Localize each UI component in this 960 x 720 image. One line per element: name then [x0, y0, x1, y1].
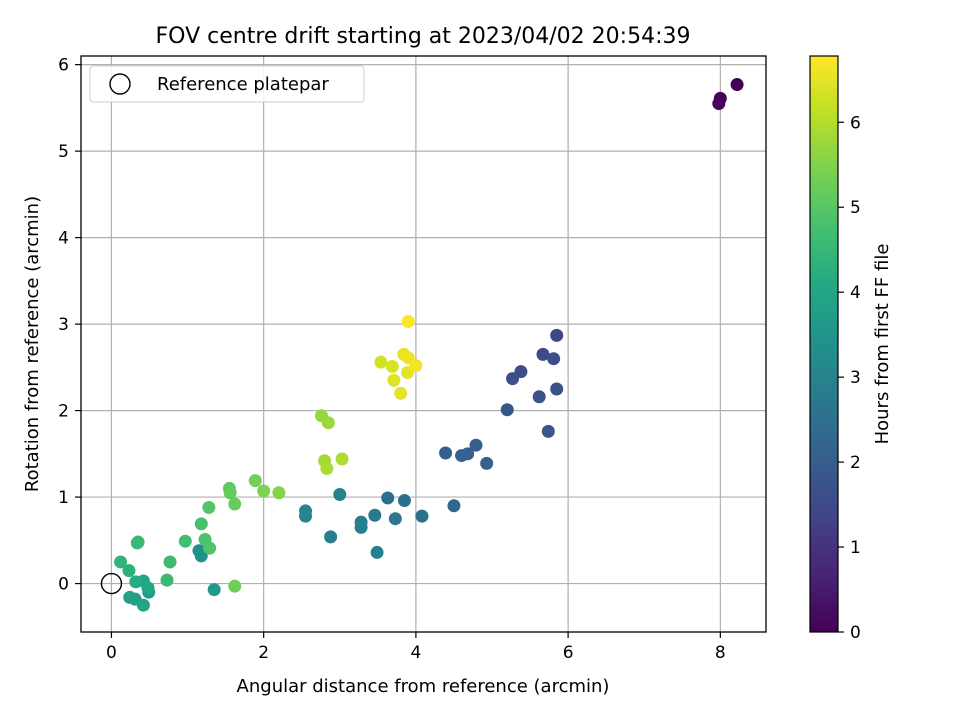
colorbar-tick-label: 1: [850, 538, 861, 558]
y-tick-label: 4: [58, 229, 69, 249]
data-point: [321, 416, 335, 430]
data-point: [415, 509, 429, 523]
data-point: [131, 535, 145, 549]
data-point: [272, 486, 286, 500]
data-point: [178, 534, 192, 548]
colorbar-tick-label: 6: [850, 113, 861, 133]
data-point: [385, 359, 399, 373]
data-point: [469, 438, 483, 452]
y-tick-label: 6: [58, 56, 69, 76]
data-point: [730, 78, 744, 92]
data-point: [368, 508, 382, 522]
data-point: [207, 583, 221, 597]
data-point: [114, 555, 128, 569]
y-axis-label: Rotation from reference (arcmin): [22, 196, 43, 492]
data-point: [550, 328, 564, 342]
data-point: [203, 541, 217, 555]
data-points: [114, 78, 744, 612]
data-point: [333, 487, 347, 501]
reference-marker: [100, 572, 123, 595]
data-point: [223, 486, 237, 500]
x-tick-label: 2: [258, 643, 269, 663]
data-point: [480, 456, 494, 470]
data-point: [387, 373, 401, 387]
data-point: [324, 530, 338, 544]
data-point: [123, 590, 137, 604]
data-point: [712, 97, 726, 111]
x-tick-label: 6: [563, 643, 574, 663]
x-tick-label: 0: [106, 643, 117, 663]
data-point: [547, 352, 561, 366]
data-point: [194, 517, 208, 531]
x-axis-label: Angular distance from reference (arcmin): [237, 676, 610, 697]
colorbar-tick-label: 4: [850, 283, 861, 303]
data-point: [455, 449, 469, 463]
data-point: [257, 484, 271, 498]
y-tick-label: 5: [58, 142, 69, 162]
data-point: [228, 579, 242, 593]
legend: Reference platepar: [89, 65, 365, 103]
data-point: [550, 382, 564, 396]
data-point: [335, 452, 349, 466]
colorbar: 0 1 2 3 4 5 6 Hours from first FF file: [809, 55, 893, 643]
y-tick-label: 2: [58, 402, 69, 422]
legend-label: Reference platepar: [157, 74, 329, 95]
data-point: [194, 549, 208, 563]
data-point: [129, 575, 143, 589]
data-point: [122, 564, 136, 578]
colorbar-tick-label: 3: [850, 368, 861, 388]
data-point: [409, 359, 423, 373]
colorbar-tick-label: 5: [850, 198, 861, 218]
data-point: [374, 355, 388, 369]
plot-frame: [80, 55, 767, 633]
data-point: [506, 372, 520, 386]
data-point: [370, 545, 384, 559]
x-tick-label: 4: [410, 643, 421, 663]
data-point: [439, 446, 453, 460]
y-tick-label: 0: [58, 575, 69, 595]
colorbar-tick-label: 2: [850, 453, 861, 473]
data-point: [228, 497, 242, 511]
data-point: [163, 555, 177, 569]
data-point: [394, 386, 408, 400]
y-tick-label: 3: [58, 315, 69, 335]
data-point: [136, 598, 150, 612]
colorbar-ticks: 0 1 2 3 4 5 6: [838, 113, 861, 643]
x-axis: 0 2 4 6 8: [106, 632, 726, 663]
data-point: [141, 581, 155, 595]
data-point: [299, 509, 313, 523]
data-point: [447, 499, 461, 513]
chart-title: FOV centre drift starting at 2023/04/02 …: [156, 24, 691, 49]
y-tick-label: 1: [58, 488, 69, 508]
reference-marker-group: [100, 572, 123, 595]
data-point: [354, 520, 368, 534]
data-point: [532, 390, 546, 404]
colorbar-label: Hours from first FF file: [872, 244, 893, 445]
data-point: [248, 474, 262, 488]
y-axis: 0 1 2 3 4 5 6: [58, 56, 81, 595]
x-tick-label: 8: [715, 643, 726, 663]
data-point: [541, 424, 555, 438]
colorbar-tick-label: 0: [850, 623, 861, 643]
data-point: [401, 315, 415, 329]
data-point: [536, 347, 550, 361]
data-point: [160, 573, 174, 587]
data-point: [202, 500, 216, 514]
colorbar-gradient: [809, 55, 839, 633]
data-point: [397, 494, 411, 508]
data-point: [320, 462, 334, 476]
grid: [81, 56, 766, 632]
legend-marker-open-circle: [109, 73, 131, 95]
data-point: [381, 491, 395, 505]
data-point: [388, 512, 402, 526]
data-point: [500, 403, 514, 417]
legend-box: [89, 65, 365, 103]
